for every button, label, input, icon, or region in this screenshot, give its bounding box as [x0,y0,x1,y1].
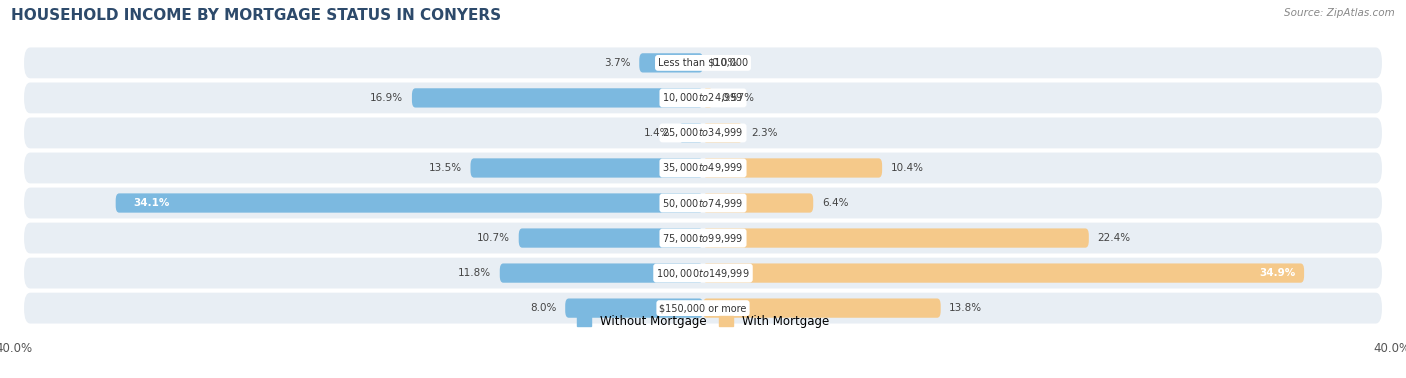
FancyBboxPatch shape [471,158,703,178]
FancyBboxPatch shape [703,123,742,143]
Text: 10.7%: 10.7% [477,233,510,243]
FancyBboxPatch shape [499,263,703,283]
Text: $100,000 to $149,999: $100,000 to $149,999 [657,266,749,280]
FancyBboxPatch shape [22,116,1384,150]
Text: Source: ZipAtlas.com: Source: ZipAtlas.com [1284,8,1395,17]
FancyBboxPatch shape [703,228,1088,248]
Text: 13.5%: 13.5% [429,163,461,173]
Text: 6.4%: 6.4% [823,198,848,208]
Text: HOUSEHOLD INCOME BY MORTGAGE STATUS IN CONYERS: HOUSEHOLD INCOME BY MORTGAGE STATUS IN C… [11,8,502,23]
Text: 1.4%: 1.4% [644,128,671,138]
Text: $10,000 to $24,999: $10,000 to $24,999 [662,91,744,104]
Text: $75,000 to $99,999: $75,000 to $99,999 [662,232,744,245]
Text: $50,000 to $74,999: $50,000 to $74,999 [662,197,744,209]
FancyBboxPatch shape [519,228,703,248]
FancyBboxPatch shape [412,88,703,108]
Text: 0.0%: 0.0% [711,58,738,68]
FancyBboxPatch shape [22,81,1384,115]
FancyBboxPatch shape [703,194,813,213]
Text: 3.7%: 3.7% [605,58,631,68]
FancyBboxPatch shape [22,256,1384,290]
FancyBboxPatch shape [565,299,703,318]
Text: 10.4%: 10.4% [891,163,924,173]
FancyBboxPatch shape [115,194,703,213]
FancyBboxPatch shape [22,46,1384,80]
Legend: Without Mortgage, With Mortgage: Without Mortgage, With Mortgage [572,310,834,333]
FancyBboxPatch shape [22,151,1384,185]
FancyBboxPatch shape [703,299,941,318]
Text: 11.8%: 11.8% [458,268,491,278]
Text: 22.4%: 22.4% [1098,233,1130,243]
FancyBboxPatch shape [22,291,1384,325]
Text: 8.0%: 8.0% [530,303,557,313]
Text: 13.8%: 13.8% [949,303,983,313]
FancyBboxPatch shape [640,53,703,73]
Text: 34.1%: 34.1% [134,198,169,208]
FancyBboxPatch shape [703,263,1305,283]
Text: Less than $10,000: Less than $10,000 [658,58,748,68]
Text: 16.9%: 16.9% [370,93,404,103]
Text: $150,000 or more: $150,000 or more [659,303,747,313]
Text: 2.3%: 2.3% [751,128,778,138]
Text: $25,000 to $34,999: $25,000 to $34,999 [662,127,744,139]
Text: 0.57%: 0.57% [721,93,755,103]
FancyBboxPatch shape [703,158,882,178]
FancyBboxPatch shape [703,88,713,108]
FancyBboxPatch shape [22,186,1384,220]
Text: 34.9%: 34.9% [1260,268,1295,278]
FancyBboxPatch shape [679,123,703,143]
FancyBboxPatch shape [22,221,1384,255]
Text: $35,000 to $49,999: $35,000 to $49,999 [662,161,744,175]
